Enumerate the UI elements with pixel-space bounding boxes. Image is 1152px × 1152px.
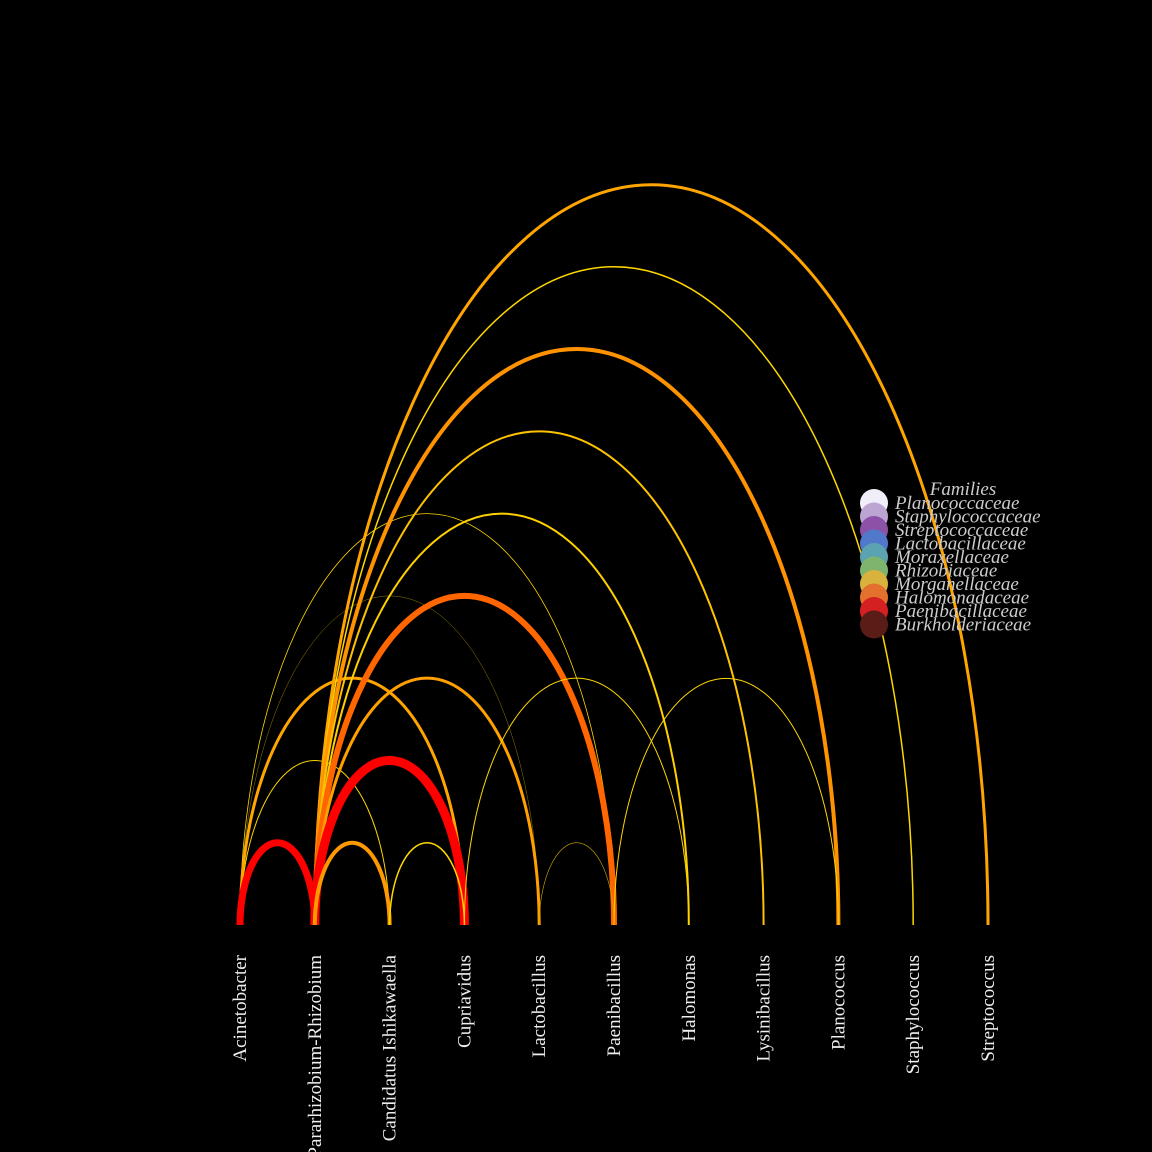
node-label: Streptococcus (978, 955, 999, 1062)
node-labels: Acinetobacter Allorhizobium-Neorhizobium-… (230, 954, 999, 1152)
arc-link (312, 347, 841, 926)
legend-label: Lactobacillaceae (894, 534, 1026, 555)
node-label: Planococcus (828, 955, 849, 1050)
legend-label: Halomonadaceae (894, 588, 1029, 609)
node-label: Acinetobacter (230, 954, 251, 1061)
legend-swatch (860, 610, 888, 639)
arc-link (313, 676, 541, 926)
arc-link (538, 842, 615, 926)
arc-link (463, 677, 690, 926)
legend-title: Families (929, 479, 997, 500)
arc-link (239, 513, 615, 926)
legend-label: Planococcaceae (894, 493, 1019, 514)
node-label: Cupriavidus (454, 955, 475, 1048)
legend-label: Burkholderiaceae (895, 615, 1031, 636)
legend: Families PlanococcaceaeStaphylococcaceae… (860, 479, 1041, 639)
legend-label: Rhizobiaceae (894, 561, 997, 582)
node-label: Candidatus Ishikawaella (380, 954, 401, 1141)
arc-link (313, 430, 765, 926)
node-label: Lysinibacillus (754, 955, 775, 1062)
legend-label: Paenibacillaceae (894, 601, 1027, 622)
arc-link (239, 760, 391, 926)
arc-link (236, 839, 319, 926)
node-label: Halomonas (679, 955, 700, 1042)
arc-link (312, 840, 392, 926)
legend-label: Moraxellaceae (894, 547, 1009, 568)
arc-link (613, 677, 839, 926)
arc-link (388, 842, 466, 926)
legend-label: Morganellaceae (894, 574, 1019, 595)
arc-link (313, 183, 990, 926)
arc-link (310, 756, 469, 926)
links (236, 183, 990, 926)
legend-label: Streptococcaceae (895, 520, 1028, 541)
node-label: Lactobacillus (529, 955, 550, 1057)
arc-link (311, 592, 617, 926)
node-label: Staphylococcus (903, 955, 924, 1074)
arc-link (313, 512, 690, 926)
legend-label: Staphylococcaceae (895, 507, 1041, 528)
node-label: Allorhizobium-Neorhizobium-Pararhizobium… (305, 955, 326, 1152)
node-label: Paenibacillus (604, 955, 625, 1056)
